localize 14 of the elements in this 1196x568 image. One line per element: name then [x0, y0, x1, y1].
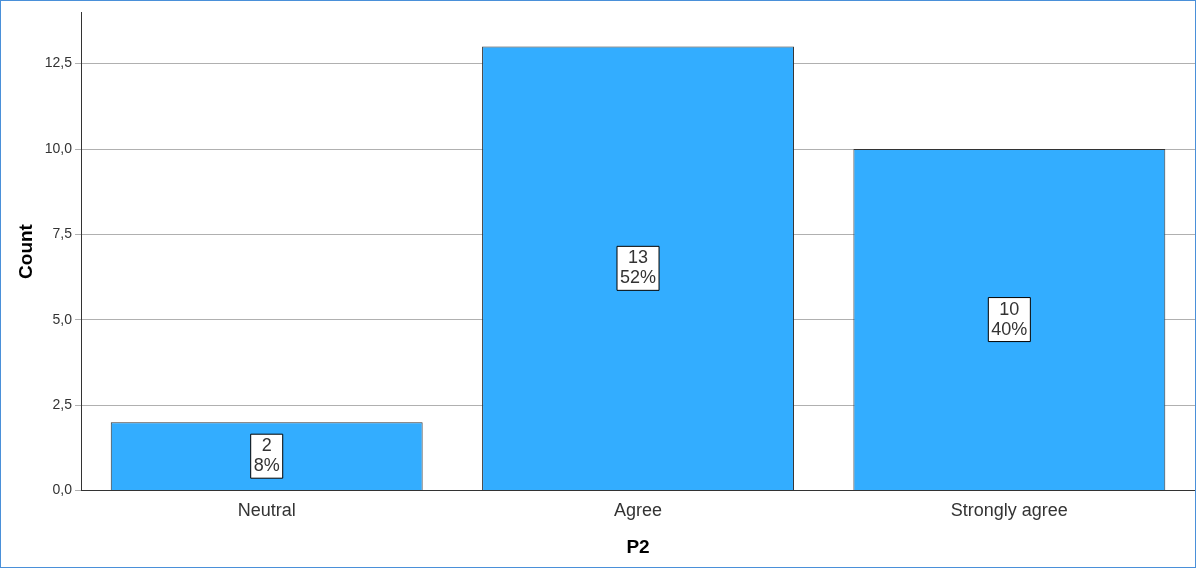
data-label: 13 52%: [620, 247, 657, 288]
x-axis-title: P2: [626, 535, 650, 557]
x-tick-label: Agree: [614, 500, 663, 521]
y-tick-label: 2,5: [52, 396, 73, 413]
y-tick-label: 10,0: [44, 139, 73, 156]
x-tick-label: Neutral: [237, 500, 296, 521]
y-tick-label: 12,5: [44, 54, 73, 71]
y-axis-title: Count: [14, 223, 36, 279]
y-tick-label: 5,0: [52, 310, 73, 327]
data-label: 2 8%: [253, 435, 280, 476]
x-tick-label: Strongly agree: [950, 500, 1068, 521]
y-tick-label: 7,5: [52, 225, 73, 242]
data-label: 10 40%: [991, 298, 1028, 339]
y-tick-label: 0,0: [52, 481, 73, 498]
